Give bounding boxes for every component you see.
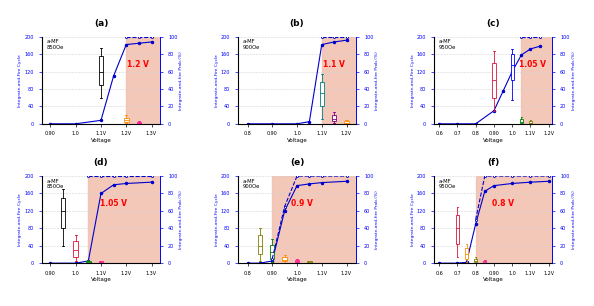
Y-axis label: Integrate-and-fire Prob.(%): Integrate-and-fire Prob.(%) (571, 190, 576, 249)
Text: a-MF
900Oe: a-MF 900Oe (242, 39, 260, 50)
PathPatch shape (332, 115, 336, 121)
Text: 0.8 V: 0.8 V (491, 200, 514, 208)
Text: (f): (f) (487, 159, 499, 167)
Text: (e): (e) (290, 159, 304, 167)
Text: 1.05 V: 1.05 V (519, 60, 546, 69)
Text: a-MF
950Oe: a-MF 950Oe (438, 39, 456, 50)
X-axis label: Voltage: Voltage (483, 138, 503, 143)
PathPatch shape (99, 56, 103, 85)
PathPatch shape (74, 241, 78, 257)
Bar (89, 176, 173, 263)
Bar (127, 37, 173, 124)
Y-axis label: Integrate-and-fire Prob.(%): Integrate-and-fire Prob.(%) (375, 190, 380, 249)
PathPatch shape (492, 63, 495, 98)
Bar (272, 176, 369, 263)
Y-axis label: Integrate-and-Fire Cycle: Integrate-and-Fire Cycle (18, 193, 23, 246)
Bar (322, 37, 369, 124)
Text: a-MF
950Oe: a-MF 950Oe (438, 179, 456, 189)
PathPatch shape (258, 235, 262, 255)
PathPatch shape (282, 257, 287, 261)
Y-axis label: Integrate-and-fire Prob.(%): Integrate-and-fire Prob.(%) (179, 190, 184, 249)
Text: 0.9 V: 0.9 V (291, 200, 312, 208)
Y-axis label: Integrate-and-fire Prob.(%): Integrate-and-fire Prob.(%) (571, 51, 576, 110)
Text: a-MF
850Oe: a-MF 850Oe (46, 179, 64, 189)
PathPatch shape (456, 215, 459, 244)
X-axis label: Voltage: Voltage (483, 277, 503, 282)
Text: (b): (b) (290, 19, 304, 28)
Text: a-MF
900Oe: a-MF 900Oe (242, 179, 260, 189)
PathPatch shape (483, 260, 486, 263)
X-axis label: Voltage: Voltage (91, 277, 111, 282)
PathPatch shape (520, 119, 523, 123)
PathPatch shape (511, 54, 514, 80)
PathPatch shape (124, 118, 128, 122)
PathPatch shape (270, 245, 274, 259)
PathPatch shape (137, 122, 141, 123)
Text: 1.2 V: 1.2 V (127, 60, 149, 69)
Text: 1.05 V: 1.05 V (100, 200, 127, 208)
Text: (a): (a) (94, 19, 108, 28)
Y-axis label: Integrate-and-Fire Cycle: Integrate-and-Fire Cycle (410, 54, 415, 107)
Y-axis label: Integrate-and-Fire Cycle: Integrate-and-Fire Cycle (410, 193, 415, 246)
Text: a-MF
850Oe: a-MF 850Oe (46, 39, 64, 50)
Bar (476, 176, 561, 263)
PathPatch shape (61, 198, 65, 228)
X-axis label: Voltage: Voltage (287, 138, 307, 143)
Y-axis label: Integrate-and-Fire Cycle: Integrate-and-Fire Cycle (214, 54, 219, 107)
Y-axis label: Integrate-and-fire Prob.(%): Integrate-and-fire Prob.(%) (179, 51, 184, 110)
PathPatch shape (295, 260, 299, 262)
Y-axis label: Integrate-and-fire Prob.(%): Integrate-and-fire Prob.(%) (375, 51, 380, 110)
PathPatch shape (465, 248, 468, 259)
Bar (522, 37, 561, 124)
PathPatch shape (529, 121, 532, 123)
Text: (d): (d) (94, 159, 108, 167)
Y-axis label: Integrate-and-Fire Cycle: Integrate-and-Fire Cycle (214, 193, 219, 246)
PathPatch shape (307, 261, 312, 263)
PathPatch shape (345, 121, 349, 123)
PathPatch shape (320, 82, 324, 106)
Text: 1.1 V: 1.1 V (323, 60, 345, 69)
X-axis label: Voltage: Voltage (287, 277, 307, 282)
PathPatch shape (99, 261, 103, 263)
PathPatch shape (86, 260, 91, 263)
Y-axis label: Integrate-and-Fire Cycle: Integrate-and-Fire Cycle (18, 54, 23, 107)
X-axis label: Voltage: Voltage (91, 138, 111, 143)
Text: (c): (c) (486, 19, 500, 28)
PathPatch shape (474, 259, 478, 262)
